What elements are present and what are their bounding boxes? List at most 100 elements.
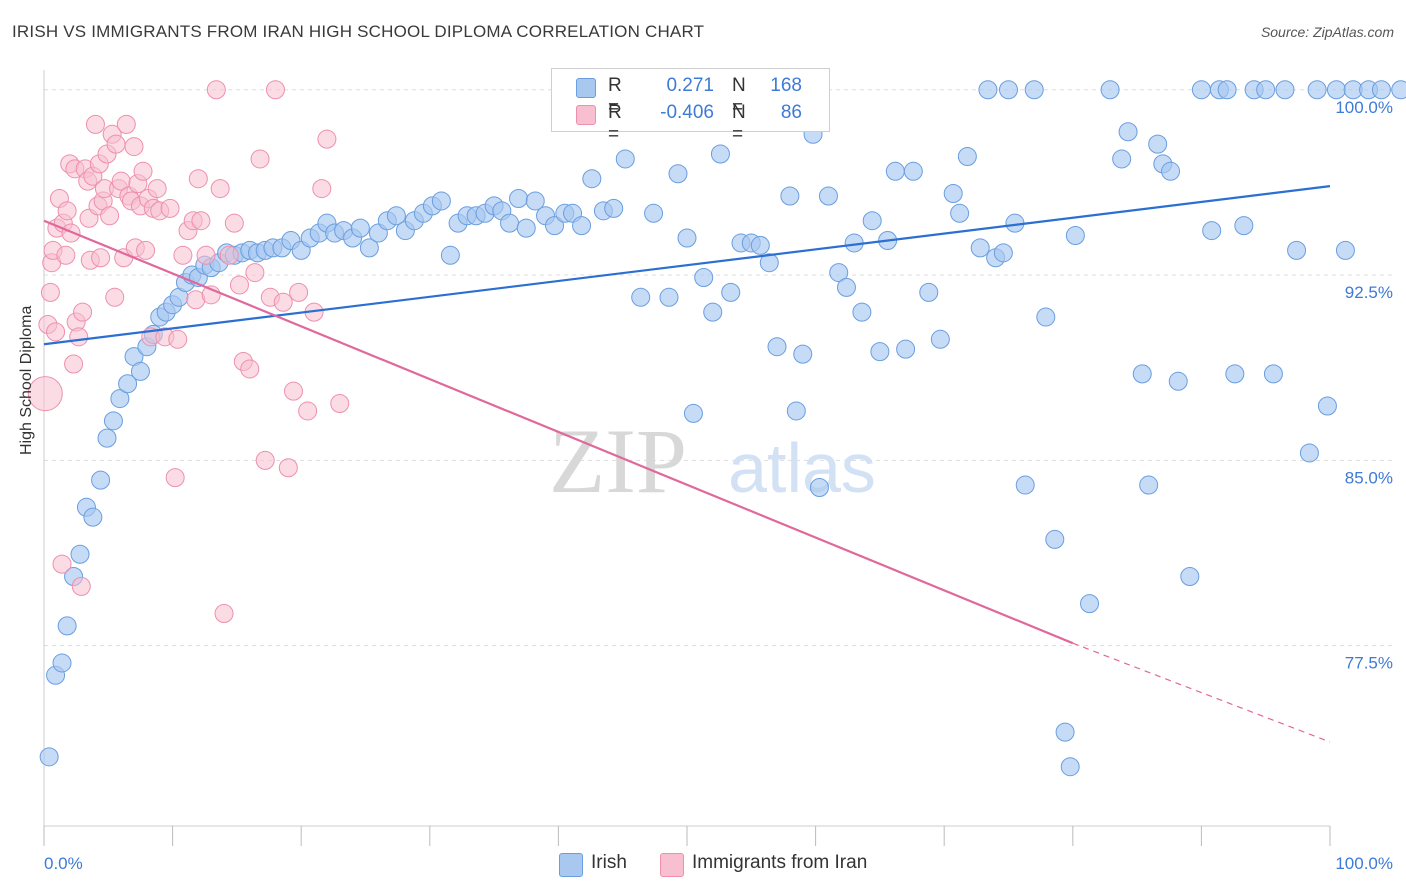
irish-point — [359, 238, 379, 258]
irish-point — [1065, 226, 1085, 246]
watermark-atlas: atlas — [728, 429, 876, 507]
irish-point — [91, 470, 111, 490]
irish-point — [440, 245, 460, 265]
irish-point — [1132, 364, 1152, 384]
iran-point — [210, 179, 230, 199]
iran-point — [69, 327, 89, 347]
irish-point — [1168, 371, 1188, 391]
irish-point — [1256, 80, 1276, 100]
irish-point — [710, 144, 730, 164]
irish-point — [83, 507, 103, 527]
iran-point — [283, 381, 303, 401]
iran-point — [105, 287, 125, 307]
irish-point — [1060, 757, 1080, 777]
legend-r-value-irish: 0.271 — [666, 75, 714, 96]
bottom-legend-label-irish: Irish — [591, 852, 627, 873]
irish-point — [1299, 443, 1319, 463]
irish-point — [829, 263, 849, 283]
irish-point — [431, 191, 451, 211]
irish-point — [1191, 80, 1211, 100]
irish-point — [957, 146, 977, 166]
iran-point — [317, 129, 337, 149]
iran-point — [71, 576, 91, 596]
iran-point — [265, 80, 285, 100]
legend-n-value-irish: 168 — [770, 75, 802, 96]
iran-point — [240, 359, 260, 379]
y-tick-label: 85.0% — [1345, 468, 1393, 487]
iran-point — [165, 468, 185, 488]
irish-point — [852, 302, 872, 322]
irish-point — [668, 164, 688, 184]
irish-point — [1100, 80, 1120, 100]
irish-point — [57, 616, 77, 636]
legend-n-label: N = — [732, 75, 746, 118]
iran-point — [85, 114, 105, 134]
y-tick-label: 100.0% — [1335, 98, 1393, 117]
irish-point — [103, 411, 123, 431]
irish-point — [1045, 529, 1065, 549]
irish-point — [862, 211, 882, 231]
iran-point — [219, 245, 239, 265]
iran-point — [64, 354, 84, 374]
irish-point — [793, 344, 813, 364]
irish-point — [919, 282, 939, 302]
iran-point — [136, 240, 156, 260]
bottom-legend-swatch-irish — [559, 853, 583, 877]
irish-point — [683, 403, 703, 423]
iran-point — [100, 206, 120, 226]
irish-point — [786, 401, 806, 421]
irish-point — [545, 216, 565, 236]
irish-point — [978, 80, 998, 100]
irish-point — [703, 302, 723, 322]
iran-point — [173, 245, 193, 265]
irish-point — [130, 361, 150, 381]
irish-point — [1118, 122, 1138, 142]
irish-point — [943, 184, 963, 204]
x-tick-label: 100.0% — [1335, 854, 1393, 873]
irish-point — [1263, 364, 1283, 384]
irish-point — [950, 203, 970, 223]
legend-r-label: R = — [608, 75, 622, 118]
irish-point — [970, 238, 990, 258]
irish-point — [631, 287, 651, 307]
irish-point — [993, 243, 1013, 263]
iran-point — [224, 213, 244, 233]
x-tick-label: 0.0% — [44, 854, 83, 873]
iran-point — [278, 458, 298, 478]
irish-point — [930, 329, 950, 349]
iran-point — [124, 137, 144, 157]
irish-point — [780, 186, 800, 206]
irish-point — [1161, 161, 1181, 181]
axes — [43, 70, 1331, 846]
irish-point — [1036, 307, 1056, 327]
irish-point — [604, 198, 624, 218]
iran-point — [229, 275, 249, 295]
iran-trend-extension — [1072, 642, 1331, 743]
iran-point — [250, 149, 270, 169]
irish-point — [644, 203, 664, 223]
irish-point — [1217, 80, 1237, 100]
irish-point — [97, 428, 117, 448]
irish-trend-line — [43, 185, 1331, 346]
iran-point — [255, 450, 275, 470]
irish-point — [52, 653, 72, 673]
irish-point — [1080, 594, 1100, 614]
iran-point — [147, 179, 167, 199]
iran-point — [188, 169, 208, 189]
irish-point — [1371, 80, 1391, 100]
iran-trend-line — [43, 219, 1074, 645]
irish-point — [1202, 221, 1222, 241]
legend-r-label: R = — [608, 102, 622, 145]
irish-point — [1112, 149, 1132, 169]
iran-point — [133, 161, 153, 181]
tick-labels: 77.5% 85.0% 92.5% 100.0% 0.0% 100.0% — [44, 98, 1393, 873]
iran-point — [168, 329, 188, 349]
iran-point — [46, 322, 66, 342]
source-label: Source: ZipAtlas.com — [1260, 24, 1394, 40]
irish-point — [999, 80, 1018, 100]
data-points — [27, 80, 1406, 777]
iran-point — [106, 134, 126, 154]
y-axis-label: High School Diploma — [18, 305, 35, 455]
irish-point — [1024, 80, 1044, 100]
